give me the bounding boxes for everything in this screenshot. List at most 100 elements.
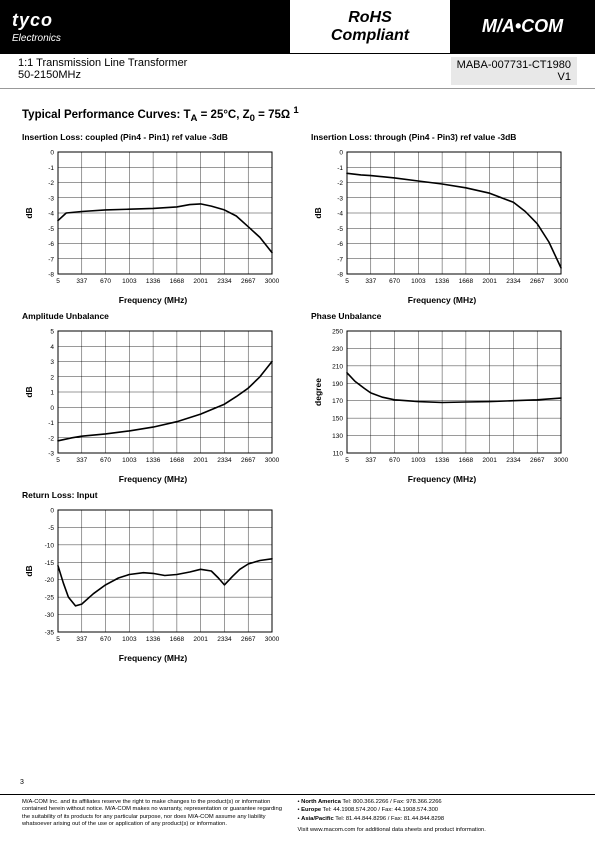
svg-text:2001: 2001	[482, 278, 497, 285]
svg-text:1668: 1668	[459, 278, 474, 285]
svg-text:-25: -25	[45, 595, 55, 602]
chart-block-1: Insertion Loss: through (Pin4 - Pin3) re…	[311, 132, 573, 305]
svg-text:3000: 3000	[554, 278, 569, 285]
svg-text:-2: -2	[48, 180, 54, 187]
charts-row-3: Return Loss: Input 0-5-10-15-20-25-30-35…	[22, 490, 573, 663]
svg-text:1668: 1668	[170, 457, 185, 464]
version: V1	[558, 71, 571, 83]
svg-text:1668: 1668	[170, 278, 185, 285]
svg-text:-7: -7	[337, 256, 343, 263]
svg-text:4: 4	[50, 344, 54, 351]
svg-text:-20: -20	[45, 577, 55, 584]
svg-text:2001: 2001	[193, 457, 208, 464]
chart-title-2: Amplitude Unbalance	[22, 311, 284, 321]
svg-text:5: 5	[56, 278, 60, 285]
svg-text:670: 670	[389, 457, 400, 464]
chart-block-4: Return Loss: Input 0-5-10-15-20-25-30-35…	[22, 490, 284, 663]
svg-text:-35: -35	[45, 630, 55, 637]
svg-text:337: 337	[76, 278, 87, 285]
svg-text:337: 337	[76, 636, 87, 643]
svg-text:-30: -30	[45, 612, 55, 619]
svg-text:-5: -5	[337, 226, 343, 233]
svg-text:670: 670	[100, 278, 111, 285]
svg-text:dB: dB	[24, 565, 34, 576]
svg-text:1336: 1336	[146, 636, 161, 643]
svg-text:670: 670	[389, 278, 400, 285]
svg-text:2667: 2667	[241, 457, 256, 464]
svg-text:5: 5	[345, 278, 349, 285]
svg-text:-2: -2	[337, 180, 343, 187]
svg-text:-8: -8	[48, 272, 54, 279]
svg-text:150: 150	[332, 416, 343, 423]
svg-text:190: 190	[332, 381, 343, 388]
svg-text:0: 0	[339, 150, 343, 157]
subheader: 1:1 Transmission Line Transformer 50-215…	[0, 54, 595, 89]
title-sup: 1	[293, 105, 298, 116]
svg-text:1668: 1668	[170, 636, 185, 643]
svg-text:1: 1	[50, 390, 54, 397]
charts-row-2: Amplitude Unbalance 543210-1-2-353376701…	[22, 311, 573, 484]
chart-2: 543210-1-2-35337670100313361668200123342…	[22, 325, 280, 473]
svg-text:337: 337	[76, 457, 87, 464]
svg-text:1336: 1336	[435, 457, 450, 464]
footer-visit: Visit www.macom.com for additional data …	[298, 827, 574, 834]
charts-row-1: Insertion Loss: coupled (Pin4 - Pin1) re…	[22, 132, 573, 305]
svg-text:2001: 2001	[193, 636, 208, 643]
svg-text:0: 0	[50, 508, 54, 515]
header-bar: tyco Electronics RoHS Compliant M/A•COM	[0, 0, 595, 54]
rohs-line2: Compliant	[331, 27, 409, 44]
footer-na-text: Tel: 800.366.2266 / Fax: 978.366.2266	[341, 799, 442, 805]
svg-text:1336: 1336	[146, 457, 161, 464]
svg-text:210: 210	[332, 363, 343, 370]
svg-text:3000: 3000	[265, 278, 280, 285]
part-number: MABA-007731-CT1980	[457, 59, 571, 71]
tyco-logo: tyco	[12, 10, 278, 31]
svg-text:-4: -4	[48, 211, 54, 218]
svg-text:-1: -1	[48, 420, 54, 427]
svg-text:2334: 2334	[217, 636, 232, 643]
footer-disclaimer: M/A-COM Inc. and its affiliates reserve …	[22, 799, 298, 834]
svg-text:230: 230	[332, 346, 343, 353]
rohs-line1: RoHS	[348, 9, 392, 26]
product-line1: 1:1 Transmission Line Transformer	[18, 57, 187, 69]
svg-text:2334: 2334	[506, 457, 521, 464]
section-title: Typical Performance Curves: TA = 25°C, Z…	[22, 105, 573, 124]
svg-text:1003: 1003	[122, 636, 137, 643]
svg-text:670: 670	[100, 457, 111, 464]
svg-text:2334: 2334	[217, 457, 232, 464]
svg-text:3000: 3000	[554, 457, 569, 464]
footer-contacts: • North America Tel: 800.366.2266 / Fax:…	[298, 799, 574, 834]
chart-3: 2502302101901701501301105337670100313361…	[311, 325, 569, 473]
svg-text:-1: -1	[337, 165, 343, 172]
chart-xlabel-1: Frequency (MHz)	[311, 295, 573, 305]
chart-xlabel-4: Frequency (MHz)	[22, 653, 284, 663]
footer-ap-label: Asia/Pacific	[301, 816, 334, 822]
svg-text:250: 250	[332, 329, 343, 336]
rohs-badge: RoHS Compliant	[290, 0, 450, 53]
svg-text:1003: 1003	[122, 278, 137, 285]
svg-text:1003: 1003	[411, 457, 426, 464]
svg-text:2001: 2001	[482, 457, 497, 464]
svg-text:-3: -3	[48, 451, 54, 458]
svg-text:-15: -15	[45, 560, 55, 567]
footer-eu-label: Europe	[301, 807, 321, 813]
svg-text:2667: 2667	[530, 457, 545, 464]
svg-text:0: 0	[50, 405, 54, 412]
svg-text:3000: 3000	[265, 457, 280, 464]
svg-text:dB: dB	[313, 207, 323, 218]
svg-text:337: 337	[365, 457, 376, 464]
title-suffix: = 75Ω	[255, 109, 293, 121]
svg-text:1668: 1668	[459, 457, 474, 464]
footer-ap: • Asia/Pacific Tel: 81.44.844.8296 / Fax…	[298, 816, 574, 823]
svg-text:2: 2	[50, 374, 54, 381]
chart-1: 0-1-2-3-4-5-6-7-853376701003133616682001…	[311, 146, 569, 294]
chart-title-3: Phase Unbalance	[311, 311, 573, 321]
svg-text:2001: 2001	[193, 278, 208, 285]
macom-logo: M/A•COM	[450, 0, 595, 53]
svg-text:-4: -4	[337, 211, 343, 218]
svg-text:2334: 2334	[506, 278, 521, 285]
svg-text:-5: -5	[48, 525, 54, 532]
svg-text:-5: -5	[48, 226, 54, 233]
chart-title-4: Return Loss: Input	[22, 490, 284, 500]
product-description: 1:1 Transmission Line Transformer 50-215…	[18, 57, 187, 85]
